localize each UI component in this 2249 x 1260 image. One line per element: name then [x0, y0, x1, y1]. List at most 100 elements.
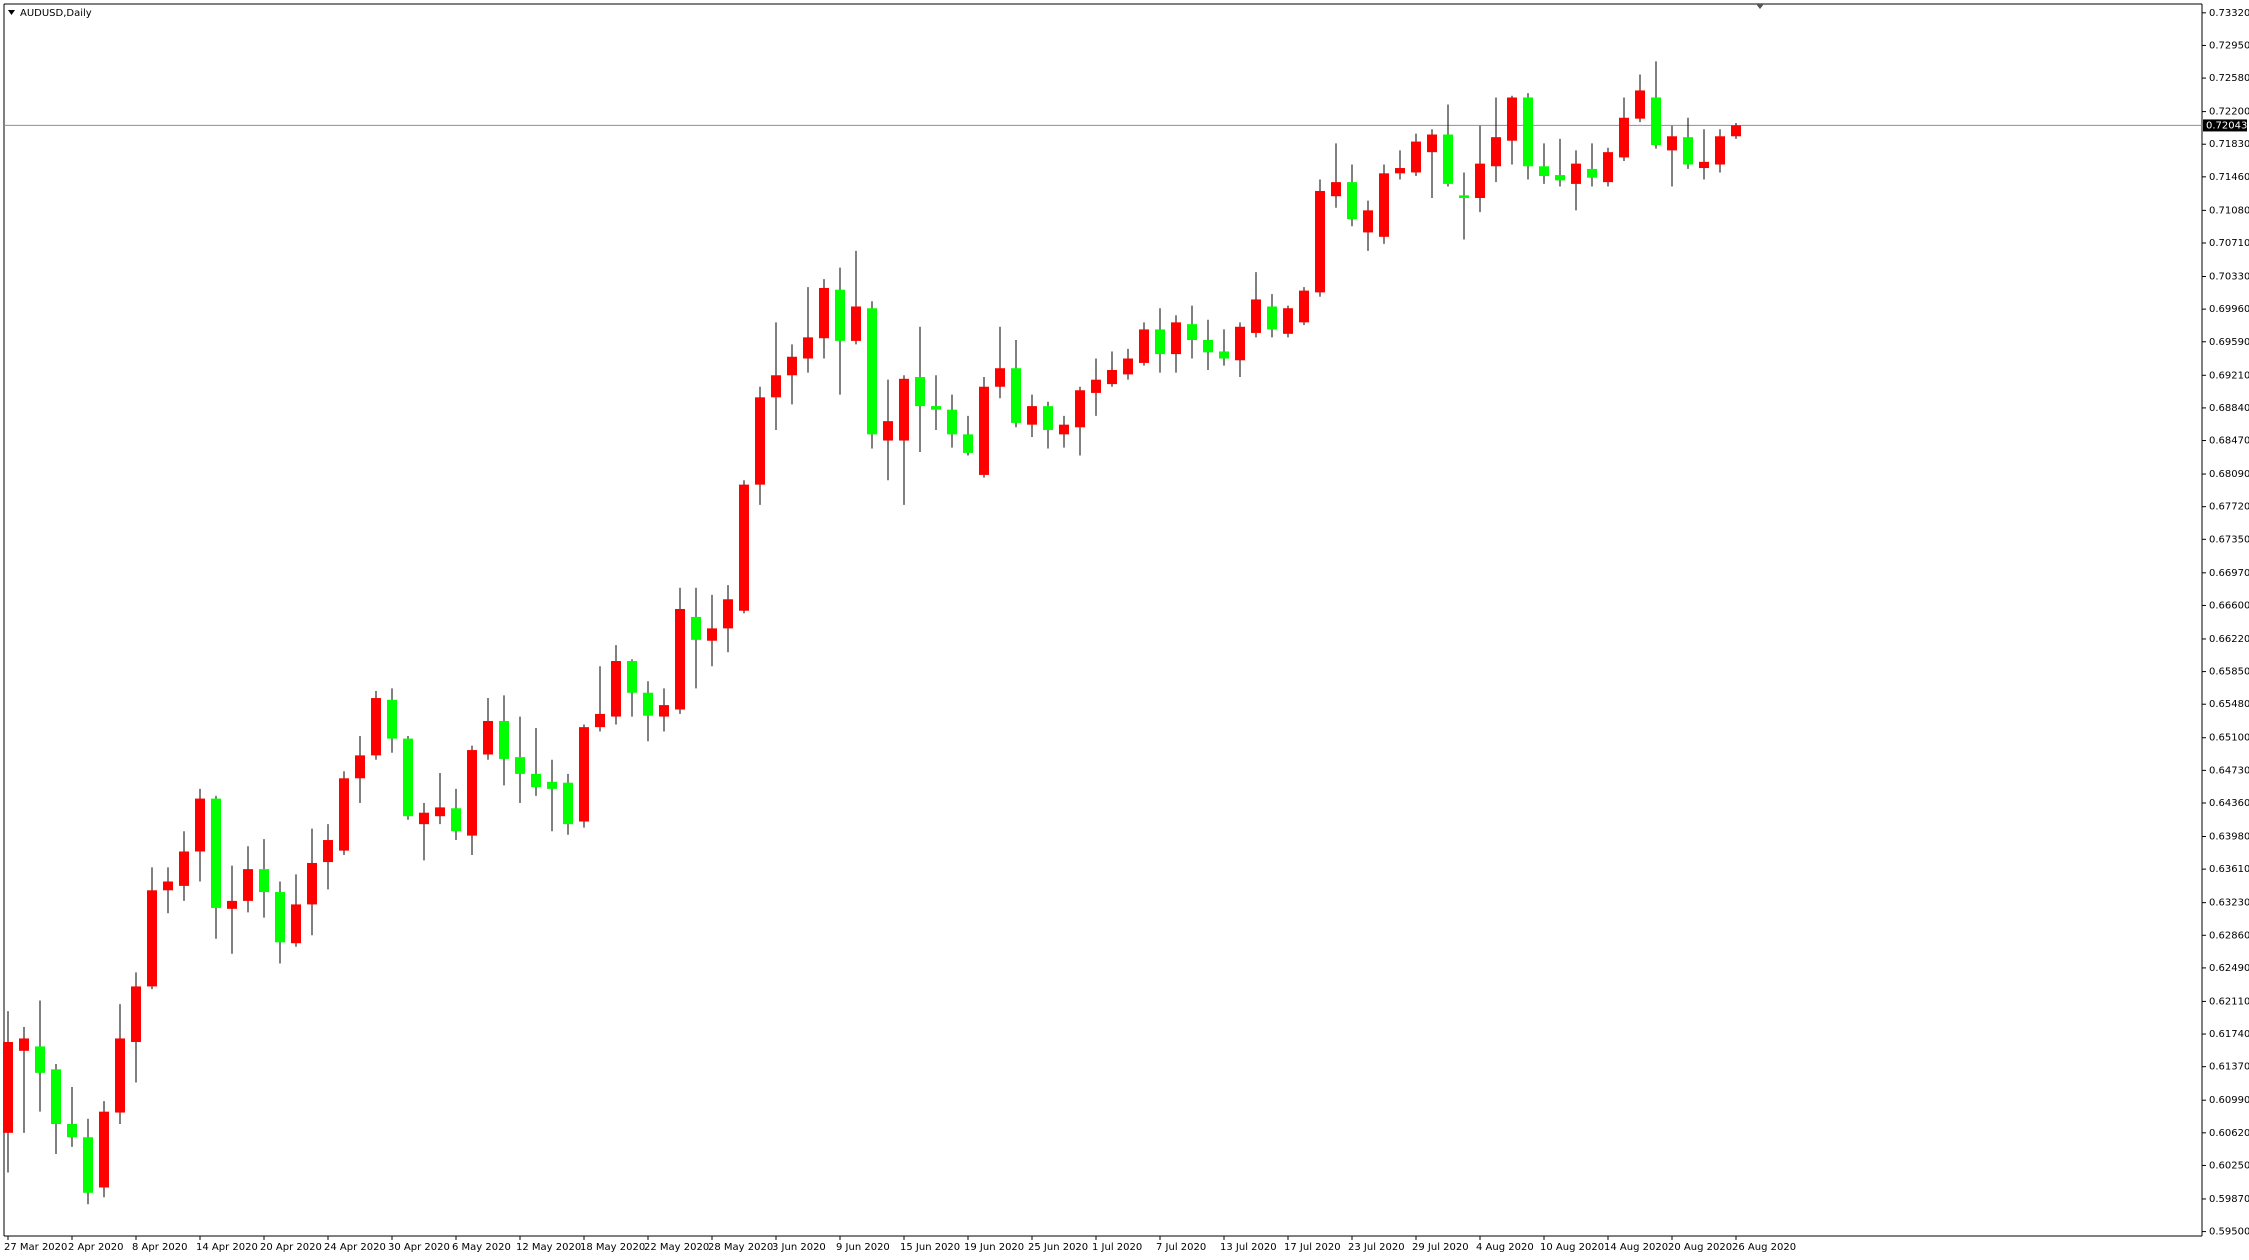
y-tick-label: 0.62110: [2209, 996, 2249, 1007]
candle-body: [1603, 152, 1613, 183]
candle-body: [1059, 424, 1069, 435]
candle-body: [1683, 137, 1693, 165]
y-tick-label: 0.63980: [2209, 832, 2249, 843]
candle-body: [147, 890, 157, 987]
candle-body: [1011, 368, 1021, 423]
candle-body: [1075, 390, 1085, 428]
y-tick-label: 0.62860: [2209, 930, 2249, 941]
candle-body: [403, 738, 413, 817]
y-tick-label: 0.63230: [2209, 898, 2249, 909]
x-tick-label: 1 Jul 2020: [1092, 1242, 1142, 1253]
candle-body: [1555, 175, 1565, 181]
candle-body: [371, 698, 381, 756]
y-tick-label: 0.71080: [2209, 205, 2249, 216]
y-tick-label: 0.71460: [2209, 172, 2249, 183]
candle-body: [1171, 322, 1181, 355]
candle-body: [931, 406, 941, 410]
y-tick-label: 0.61370: [2209, 1062, 2249, 1073]
chart-title: AUDUSD,Daily: [20, 8, 92, 19]
candle-body: [1315, 190, 1325, 293]
candle-body: [499, 720, 509, 759]
title-arrow: [8, 10, 15, 15]
x-tick-label: 2 Apr 2020: [68, 1242, 123, 1253]
candle-body: [259, 869, 269, 893]
candle-body: [1043, 406, 1053, 430]
candles: [3, 61, 1741, 1205]
y-tick-label: 0.60990: [2209, 1095, 2249, 1106]
candle-body: [1667, 136, 1677, 151]
candle-body: [1635, 90, 1645, 119]
candle-body: [1219, 351, 1229, 359]
x-tick-label: 12 May 2020: [516, 1242, 581, 1253]
candle-body: [83, 1137, 93, 1193]
candle-body: [227, 900, 237, 909]
candle-body: [595, 713, 605, 728]
candle-body: [195, 798, 205, 852]
x-tick-label: 10 Aug 2020: [1540, 1242, 1604, 1253]
candle-body: [339, 778, 349, 851]
candle-body: [387, 699, 397, 739]
candle-body: [51, 1069, 61, 1124]
y-tick-label: 0.73320: [2209, 8, 2249, 19]
candle-body: [675, 608, 685, 710]
y-tick-label: 0.70330: [2209, 272, 2249, 283]
candle-body: [515, 757, 525, 774]
candle-body: [355, 755, 365, 779]
price-label: 0.72043: [2203, 119, 2247, 132]
y-tick-label: 0.70710: [2209, 238, 2249, 249]
candle-body: [739, 484, 749, 611]
candle-body: [963, 434, 973, 453]
y-tick-label: 0.68090: [2209, 469, 2249, 480]
candle-body: [883, 421, 893, 441]
candle-body: [867, 308, 877, 435]
candle-body: [691, 616, 701, 640]
x-tick-label: 3 Jun 2020: [772, 1242, 826, 1253]
candle-body: [579, 727, 589, 822]
candle-body: [1347, 182, 1357, 220]
candle-body: [243, 869, 253, 901]
y-tick-label: 0.66970: [2209, 568, 2249, 579]
candle-body: [1203, 340, 1213, 353]
candle-body: [99, 1111, 109, 1188]
candle-body: [899, 378, 909, 441]
candle-body: [467, 750, 477, 836]
candle-body: [1571, 163, 1581, 184]
candle-body: [659, 705, 669, 717]
x-tick-label: 22 May 2020: [644, 1242, 709, 1253]
y-tick-label: 0.68840: [2209, 403, 2249, 414]
candle-body: [1539, 166, 1549, 176]
candle-body: [1443, 134, 1453, 184]
shift-marker: [1756, 4, 1764, 9]
x-tick-label: 20 Aug 2020: [1668, 1242, 1732, 1253]
y-tick-label: 0.61740: [2209, 1029, 2249, 1040]
candle-body: [1123, 358, 1133, 375]
candle-body: [1155, 329, 1165, 355]
candle-body: [851, 306, 861, 341]
candle-body: [179, 851, 189, 886]
candle-body: [1491, 137, 1501, 167]
candle-body: [1699, 161, 1709, 169]
candle-body: [771, 375, 781, 398]
candle-body: [755, 397, 765, 485]
y-tick-label: 0.68470: [2209, 436, 2249, 447]
candle-body: [1283, 308, 1293, 334]
y-tick-label: 0.60620: [2209, 1128, 2249, 1139]
candle-body: [275, 892, 285, 943]
x-tick-label: 6 May 2020: [452, 1242, 511, 1253]
candle-body: [419, 812, 429, 825]
candle-body: [787, 356, 797, 376]
x-tick-label: 13 Jul 2020: [1220, 1242, 1277, 1253]
x-tick-label: 19 Jun 2020: [964, 1242, 1024, 1253]
x-tick-label: 9 Jun 2020: [836, 1242, 890, 1253]
x-tick-label: 14 Aug 2020: [1604, 1242, 1668, 1253]
candle-body: [707, 628, 717, 641]
y-tick-label: 0.69960: [2209, 304, 2249, 315]
candle-body: [947, 409, 957, 435]
candle-body: [451, 808, 461, 832]
candle-body: [323, 840, 333, 863]
x-tick-label: 8 Apr 2020: [132, 1242, 187, 1253]
x-tick-label: 7 Jul 2020: [1156, 1242, 1206, 1253]
candle-body: [1651, 97, 1661, 146]
candle-body: [211, 798, 221, 908]
